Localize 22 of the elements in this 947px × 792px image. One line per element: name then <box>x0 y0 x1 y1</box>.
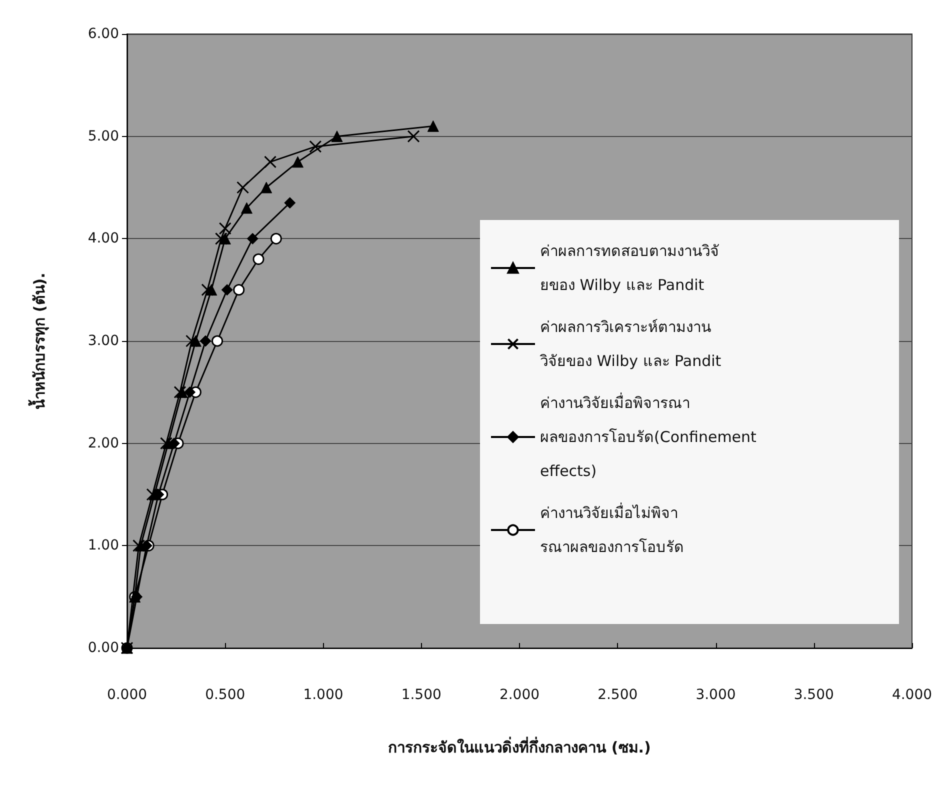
legend-label: ค่าผลการวิเคราะห์ตามงานวิจัยของ Wilby และ Pandit <box>539 318 722 370</box>
y-tick-label: 0.00 <box>88 640 119 656</box>
x-tick-label: 1.000 <box>303 687 344 703</box>
x-tick-label: 3.000 <box>696 687 736 703</box>
x-tick-label: 0.500 <box>205 687 246 703</box>
legend-label: ค่างานวิจัยเมื่อไม่พิจารณาผลของการโอบรัด <box>540 502 684 556</box>
x-tick-label: 0.000 <box>106 687 148 703</box>
y-axis-title: น้ำหนักบรรทุก (ตัน). <box>28 272 50 410</box>
y-tick-label: 4.00 <box>88 230 119 247</box>
legend-label: ค่างานวิจัยเมื่อพิจารณาผลของการโอบรัด(Confinement effects) <box>540 392 762 480</box>
y-tick-label: 3.00 <box>88 333 119 349</box>
x-tick-label: 2.000 <box>499 687 540 703</box>
y-tick-label: 2.00 <box>88 435 119 452</box>
x-axis-title: การกระจัดในแนวดิ่งที่กึ่งกลางคาน (ซม.) <box>388 736 651 756</box>
x-tick-label: 2.500 <box>598 687 638 703</box>
x-tick-label: 1.500 <box>401 687 442 703</box>
y-tick-label: 1.00 <box>88 538 119 554</box>
legend-label: ค่าผลการทดสอบตามงานวิจัยของ Wilby และ Pandit <box>540 242 719 294</box>
x-tick-label: 4.000 <box>892 687 932 703</box>
x-tick-label: 3.500 <box>794 687 834 703</box>
y-tick-label: 5.00 <box>88 128 119 144</box>
y-tick-label: 6.00 <box>88 26 119 42</box>
